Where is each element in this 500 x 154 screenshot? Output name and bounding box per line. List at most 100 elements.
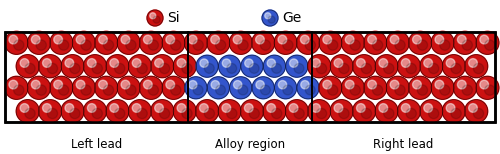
Circle shape xyxy=(442,100,466,123)
Circle shape xyxy=(352,55,376,78)
Circle shape xyxy=(484,85,495,95)
Circle shape xyxy=(38,100,62,123)
Circle shape xyxy=(406,63,416,74)
Circle shape xyxy=(440,40,450,50)
Circle shape xyxy=(297,77,319,99)
Circle shape xyxy=(395,40,405,50)
Circle shape xyxy=(61,100,84,123)
Circle shape xyxy=(451,108,462,119)
Circle shape xyxy=(216,40,226,50)
Circle shape xyxy=(356,104,365,112)
Circle shape xyxy=(402,104,410,112)
Circle shape xyxy=(140,76,162,99)
Circle shape xyxy=(144,35,152,44)
Circle shape xyxy=(334,104,343,112)
Circle shape xyxy=(446,104,455,112)
Circle shape xyxy=(184,31,208,54)
Circle shape xyxy=(196,100,218,123)
Circle shape xyxy=(222,59,230,67)
Circle shape xyxy=(316,108,326,119)
Circle shape xyxy=(264,55,285,77)
Circle shape xyxy=(440,85,450,95)
Circle shape xyxy=(264,13,271,19)
Circle shape xyxy=(177,59,186,67)
Circle shape xyxy=(20,104,29,112)
Circle shape xyxy=(177,104,186,112)
Circle shape xyxy=(106,100,129,123)
Circle shape xyxy=(218,100,241,123)
Circle shape xyxy=(368,80,376,89)
Circle shape xyxy=(188,35,197,44)
Circle shape xyxy=(128,100,152,123)
Circle shape xyxy=(114,108,125,119)
Circle shape xyxy=(61,55,84,78)
Circle shape xyxy=(88,104,96,112)
Circle shape xyxy=(375,55,398,78)
Circle shape xyxy=(305,40,316,50)
Text: Left lead: Left lead xyxy=(71,138,122,151)
Circle shape xyxy=(468,59,477,67)
Circle shape xyxy=(418,40,428,50)
Circle shape xyxy=(267,59,276,67)
Circle shape xyxy=(316,63,326,74)
Circle shape xyxy=(160,108,170,119)
Circle shape xyxy=(200,59,208,67)
Circle shape xyxy=(72,31,96,54)
Circle shape xyxy=(58,40,69,50)
Circle shape xyxy=(207,31,230,54)
Circle shape xyxy=(408,76,432,99)
Circle shape xyxy=(372,85,383,95)
Circle shape xyxy=(233,35,242,44)
Circle shape xyxy=(137,108,147,119)
Text: Right lead: Right lead xyxy=(374,138,434,151)
Circle shape xyxy=(94,31,118,54)
Circle shape xyxy=(308,55,330,78)
Circle shape xyxy=(16,100,39,123)
Circle shape xyxy=(464,100,487,123)
Circle shape xyxy=(14,40,24,50)
Circle shape xyxy=(431,31,454,54)
Circle shape xyxy=(137,63,147,74)
Circle shape xyxy=(476,76,499,99)
Circle shape xyxy=(48,63,58,74)
Circle shape xyxy=(5,31,28,54)
Circle shape xyxy=(442,55,466,78)
Text: Si: Si xyxy=(167,11,179,25)
Circle shape xyxy=(323,80,332,89)
Circle shape xyxy=(153,16,160,23)
Circle shape xyxy=(170,40,181,50)
Circle shape xyxy=(81,85,91,95)
Circle shape xyxy=(272,63,281,73)
Circle shape xyxy=(240,100,264,123)
Circle shape xyxy=(36,40,46,50)
Circle shape xyxy=(296,31,320,54)
Circle shape xyxy=(144,80,152,89)
Circle shape xyxy=(25,108,35,119)
Circle shape xyxy=(9,35,18,44)
Circle shape xyxy=(132,59,141,67)
Circle shape xyxy=(283,85,293,95)
Circle shape xyxy=(238,40,248,50)
Circle shape xyxy=(148,85,158,95)
Circle shape xyxy=(54,80,62,89)
Circle shape xyxy=(42,104,51,112)
Circle shape xyxy=(384,63,394,74)
Circle shape xyxy=(166,35,174,44)
Circle shape xyxy=(446,59,455,67)
Circle shape xyxy=(106,55,129,78)
Circle shape xyxy=(330,55,353,78)
Circle shape xyxy=(386,31,409,54)
Circle shape xyxy=(126,85,136,95)
Circle shape xyxy=(54,35,62,44)
Circle shape xyxy=(188,81,197,89)
Circle shape xyxy=(256,35,264,44)
Circle shape xyxy=(267,104,276,112)
Circle shape xyxy=(435,80,444,89)
Circle shape xyxy=(81,40,91,50)
Circle shape xyxy=(154,59,164,67)
Circle shape xyxy=(65,59,74,67)
Text: Ge: Ge xyxy=(282,11,301,25)
Circle shape xyxy=(286,100,308,123)
Circle shape xyxy=(274,31,297,54)
Circle shape xyxy=(289,104,298,112)
